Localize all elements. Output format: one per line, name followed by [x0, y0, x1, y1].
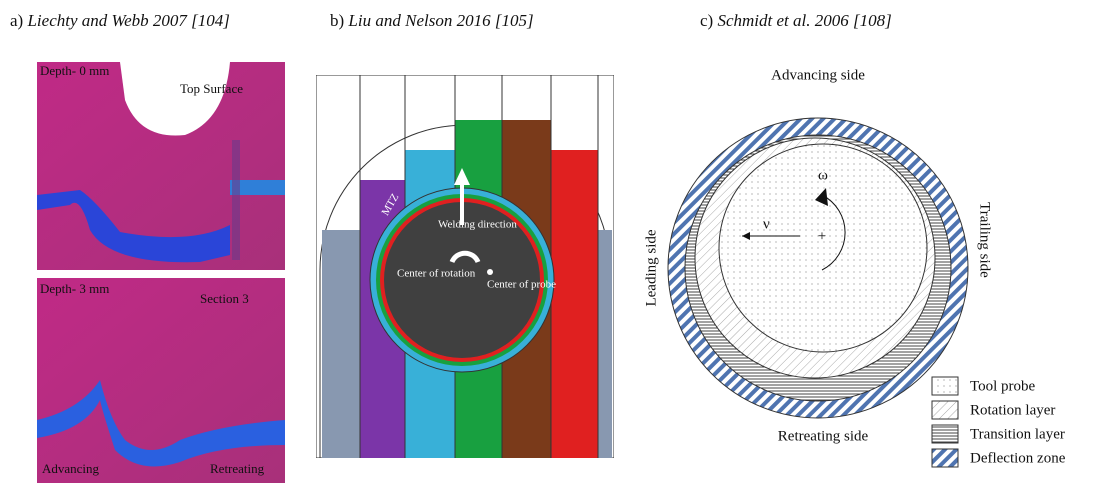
photo-label: Top Surface — [180, 81, 243, 96]
symbol: + — [818, 228, 826, 244]
citation: Liu and Nelson 2016 [105] — [347, 11, 533, 30]
side-label: Advancing side — [771, 67, 865, 83]
legend-label: Transition layer — [970, 426, 1065, 442]
side-label: Trailing side — [977, 202, 993, 278]
diagram-label: Center of rotation — [397, 268, 476, 280]
legend-label: Tool probe — [970, 378, 1036, 394]
caption: c) Schmidt et al. 2006 [108] — [700, 11, 892, 30]
photo-label: Depth- 3 mm — [40, 281, 109, 296]
panel-label: a) — [10, 11, 23, 30]
citation: Schmidt et al. 2006 [108] — [717, 11, 891, 30]
panel-label: b) — [330, 11, 344, 30]
diagram-label: Welding direction — [438, 219, 517, 231]
side-label: Retreating side — [778, 428, 869, 444]
side-label: Leading side — [643, 229, 659, 306]
caption: a) Liechty and Webb 2007 [104] — [10, 11, 230, 30]
citation: Liechty and Webb 2007 [104] — [26, 11, 229, 30]
photo-label: Section 3 — [200, 291, 249, 306]
figure: a) Liechty and Webb 2007 [104] b) Liu an… — [0, 0, 1105, 486]
caption: b) Liu and Nelson 2016 [105] — [330, 11, 534, 30]
zone-label: CPZ — [408, 141, 428, 153]
photo-label: Retreating — [210, 461, 265, 476]
legend-label: Deflection zone — [970, 450, 1066, 466]
legend-label: Rotation layer — [970, 402, 1055, 418]
flow-diagram: CPZ MTZ Welding direction Center of rota… — [316, 75, 614, 458]
photo-bottom: Depth- 3 mm Section 3 Advancing Retreati… — [37, 278, 285, 483]
diagram-label: Center of probe — [487, 279, 556, 291]
panel-label: c) — [700, 11, 713, 30]
photo-top: Depth- 0 mm Top Surface — [37, 62, 285, 270]
symbol: ω — [818, 167, 828, 183]
symbol: ν — [763, 216, 770, 232]
photo-label: Depth- 0 mm — [40, 63, 109, 78]
legend: Tool probe Rotation layer Transition lay… — [932, 377, 1066, 467]
photo-label: Advancing — [42, 461, 100, 476]
